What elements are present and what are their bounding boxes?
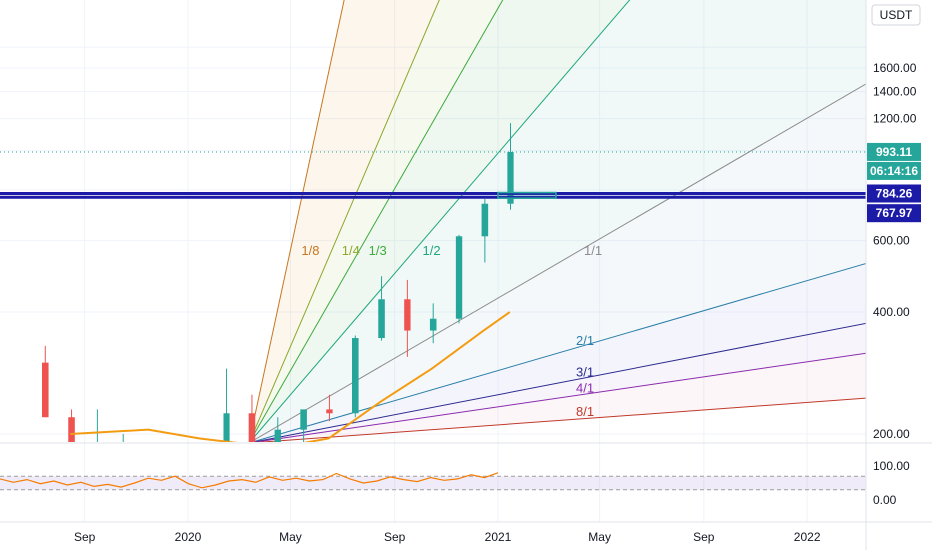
candle-body xyxy=(351,338,359,414)
candle-body xyxy=(274,429,281,442)
level-upper-tag-bg xyxy=(867,184,921,203)
candle-body xyxy=(41,362,49,418)
fan-label: 8/1 xyxy=(576,404,594,419)
oscillator-pane xyxy=(0,472,866,491)
time-axis[interactable]: Sep 2020 May Sep 2021 May Sep 2022 xyxy=(74,530,821,544)
time-tick-label: 2022 xyxy=(794,530,821,544)
fan-label: 4/1 xyxy=(576,380,594,395)
candle-body xyxy=(94,453,100,458)
candle-body xyxy=(248,413,256,442)
moving-average-line xyxy=(70,311,511,442)
fan-ray-1-1 xyxy=(249,83,866,442)
fan-label: 1/4 xyxy=(342,243,360,258)
gann-fan: 1/8 1/4 1/3 1/2 1/1 2/1 3/14/1 8/1 xyxy=(248,0,866,442)
price-tick-label: 1400.00 xyxy=(873,85,917,99)
price-tick-label: 200.00 xyxy=(873,427,910,441)
currency-label: USDT xyxy=(880,8,913,22)
candle-body xyxy=(455,236,463,319)
time-tick-label: Sep xyxy=(693,530,715,544)
time-tick-label: May xyxy=(588,530,611,544)
fan-ray-3-1 xyxy=(251,322,866,442)
fan-label: 1/3 xyxy=(369,243,387,258)
candle-body xyxy=(507,151,514,204)
time-tick-label: 2021 xyxy=(485,530,512,544)
price-axis[interactable]: 1600.00 1400.00 1200.00 600.00 400.00 200.00 1… xyxy=(873,61,917,507)
last-price-tag-bg xyxy=(867,142,921,161)
highlight-box[interactable] xyxy=(497,191,557,199)
fan-ray-4-1 xyxy=(252,352,866,442)
fan-zone xyxy=(249,0,866,442)
price-tick-label: 600.00 xyxy=(873,234,910,248)
fan-label: 1/2 xyxy=(423,243,441,258)
moving-average-series xyxy=(70,311,511,442)
time-tick-label: May xyxy=(279,530,302,544)
candle-body xyxy=(223,413,230,442)
level-upper-tag: 784.26 xyxy=(867,184,921,203)
horizontal-levels[interactable] xyxy=(0,151,866,199)
fan-ray-8-1 xyxy=(256,397,866,442)
time-tick-label: Sep xyxy=(74,530,96,544)
candle-body xyxy=(300,409,307,430)
price-tags: 993.11 06:14:16 784.26 767.97 xyxy=(867,142,921,223)
candle-body xyxy=(68,417,75,442)
oscillator-tick-label: 100.00 xyxy=(873,459,910,473)
level-lower-tag-bg xyxy=(867,204,921,223)
candle-body xyxy=(429,318,437,331)
fan-ray-1-2 xyxy=(249,0,631,442)
countdown-tag-text: 06:14:16 xyxy=(870,164,918,178)
candle-body xyxy=(378,299,385,339)
last-price-tag: 993.11 xyxy=(867,142,921,161)
level-lower-tag: 767.97 xyxy=(867,204,921,223)
price-tick-label: 1200.00 xyxy=(873,112,917,126)
candlestick-series xyxy=(41,123,514,458)
oscillator-tick-label: 0.00 xyxy=(873,493,897,507)
countdown-tag: 06:14:16 xyxy=(867,161,921,180)
fan-label: 2/1 xyxy=(576,333,594,348)
oscillator-band xyxy=(0,476,866,490)
candle-body xyxy=(326,409,333,414)
countdown-tag-bg xyxy=(867,161,921,180)
fan-label: 3/1 xyxy=(576,365,594,380)
grid xyxy=(0,0,866,522)
fan-label: 1/8 xyxy=(301,243,319,258)
fan-ray-2-1 xyxy=(250,262,866,442)
last-price-tag-text: 993.11 xyxy=(876,145,912,159)
price-tick-label: 400.00 xyxy=(873,305,910,319)
price-tick-label: 1600.00 xyxy=(873,61,917,75)
candle-body xyxy=(120,453,127,454)
fan-label: 1/1 xyxy=(584,243,602,258)
oscillator-line xyxy=(0,472,499,489)
candle-body xyxy=(404,299,411,331)
currency-badge[interactable]: USDT xyxy=(871,4,921,26)
time-tick-label: 2020 xyxy=(175,530,202,544)
level-upper-tag-text: 784.26 xyxy=(876,186,913,200)
candle-body xyxy=(481,203,489,237)
time-tick-label: Sep xyxy=(384,530,406,544)
level-lower-tag-text: 767.97 xyxy=(876,206,913,220)
